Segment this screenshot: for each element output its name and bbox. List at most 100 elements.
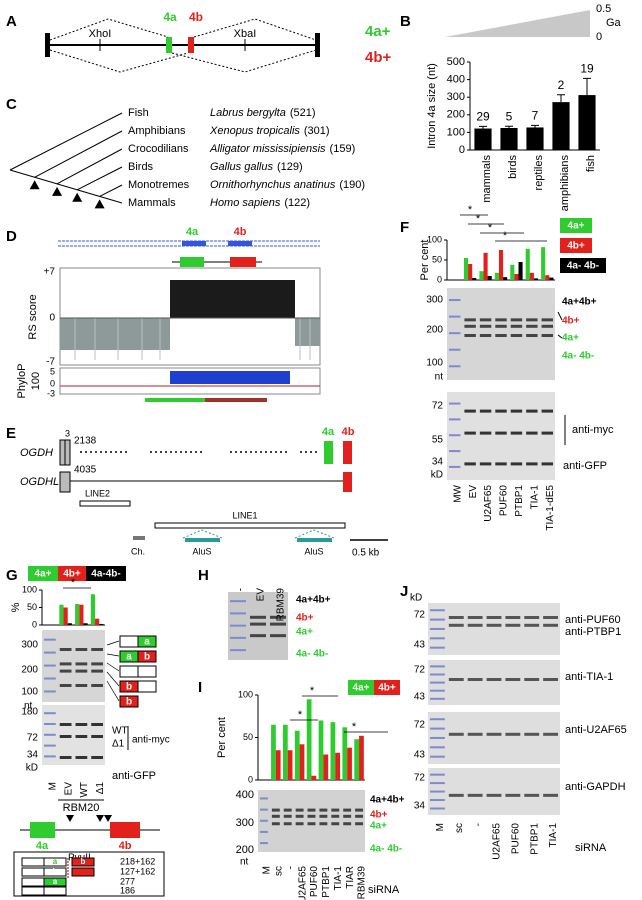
- band: [464, 409, 476, 413]
- ladder-band: [230, 624, 246, 627]
- label: AluS: [304, 546, 323, 556]
- ladder-band: [430, 790, 445, 793]
- bar: [79, 604, 84, 625]
- exon-4b: [343, 472, 352, 492]
- band: [91, 662, 103, 666]
- band: [331, 814, 340, 818]
- band: [448, 793, 464, 797]
- ladder-band: [449, 465, 461, 468]
- arrowhead: [29, 180, 40, 190]
- lane-label: PTBP1: [514, 485, 525, 517]
- gene-exon: [230, 257, 256, 267]
- ladder-band: [430, 773, 445, 776]
- label: 4a- 4b-: [370, 844, 402, 855]
- gel: [428, 603, 560, 655]
- band: [270, 634, 286, 638]
- schematic-box: [21, 857, 45, 867]
- label: 0: [50, 378, 55, 388]
- rs-box: [59, 267, 321, 366]
- bar: [99, 623, 104, 625]
- band: [59, 662, 72, 666]
- label: 43: [414, 692, 426, 703]
- bar: [526, 127, 544, 150]
- band: [307, 814, 316, 818]
- schematic-box: [43, 857, 67, 867]
- band: [295, 814, 304, 818]
- label: a: [126, 652, 132, 663]
- band: [464, 334, 476, 337]
- lane-label: TIA-1: [529, 485, 540, 510]
- ladder-band: [230, 612, 246, 615]
- panel-label: J: [400, 583, 408, 600]
- label: LINE1: [232, 510, 257, 520]
- label: 4b+: [296, 613, 314, 624]
- band: [250, 615, 266, 619]
- label: 0: [596, 31, 602, 43]
- lane-label: EV: [63, 782, 74, 796]
- lane-label: EV: [468, 485, 479, 499]
- schematic-box: [43, 877, 67, 887]
- label: 4a+: [562, 333, 579, 344]
- band: [91, 735, 103, 738]
- ladder-band: [430, 697, 445, 700]
- bar: [347, 747, 352, 780]
- ladder-band: [230, 600, 246, 603]
- exon: [45, 33, 50, 57]
- label: 100: [30, 372, 42, 390]
- gel: [447, 392, 555, 480]
- schematic-box: [119, 695, 139, 708]
- label: 72: [414, 773, 426, 784]
- rs-negative: [60, 318, 170, 350]
- rs-positive: [170, 280, 295, 318]
- site-marker: [66, 815, 74, 822]
- band: [448, 732, 464, 736]
- label: Xenopus tropicalis: [209, 125, 300, 137]
- label: anti-GFP: [563, 460, 607, 472]
- band: [319, 822, 328, 826]
- panel-label: I: [198, 679, 202, 696]
- band: [270, 615, 286, 619]
- bar: [533, 278, 539, 280]
- label: Ga: [606, 17, 622, 29]
- schematic-box: [137, 665, 157, 678]
- band: [543, 678, 558, 681]
- ladder-band: [430, 689, 445, 692]
- ladder-band: [449, 315, 461, 318]
- phylop-box: [59, 367, 321, 395]
- band: [464, 462, 476, 466]
- ladder-band: [449, 434, 461, 437]
- label: 0.5 kb: [352, 548, 380, 559]
- splice-line: [193, 18, 317, 41]
- exon-4a: [324, 441, 333, 464]
- error-bar: [505, 125, 513, 128]
- band: [295, 808, 304, 812]
- ladder-band: [449, 450, 461, 453]
- label: anti-PTBP1: [565, 626, 621, 638]
- label: (521): [290, 107, 316, 119]
- significance: *: [476, 213, 481, 225]
- label: 43: [414, 750, 426, 761]
- label: 300: [426, 295, 443, 306]
- band: [355, 814, 363, 818]
- splice-line: [171, 49, 317, 73]
- band: [524, 623, 540, 627]
- exon-4b: [110, 822, 140, 838]
- band: [343, 808, 352, 812]
- label: Δ1: [112, 739, 125, 750]
- legend-swatch: [560, 238, 592, 253]
- bar: [311, 775, 317, 780]
- band: [464, 431, 476, 435]
- splice-line: [49, 18, 169, 41]
- band: [331, 808, 340, 812]
- label: 4a- 4b-: [296, 649, 328, 660]
- pointer: [106, 640, 120, 646]
- band: [479, 324, 492, 328]
- ladder-band: [430, 736, 445, 739]
- label: 4b+: [562, 316, 580, 327]
- legend-swatch: [28, 566, 58, 581]
- y-tick-label: 100: [22, 584, 37, 594]
- significance: *: [310, 685, 315, 697]
- gene-exon: [180, 257, 204, 267]
- label: 400: [236, 789, 254, 801]
- band: [467, 623, 483, 627]
